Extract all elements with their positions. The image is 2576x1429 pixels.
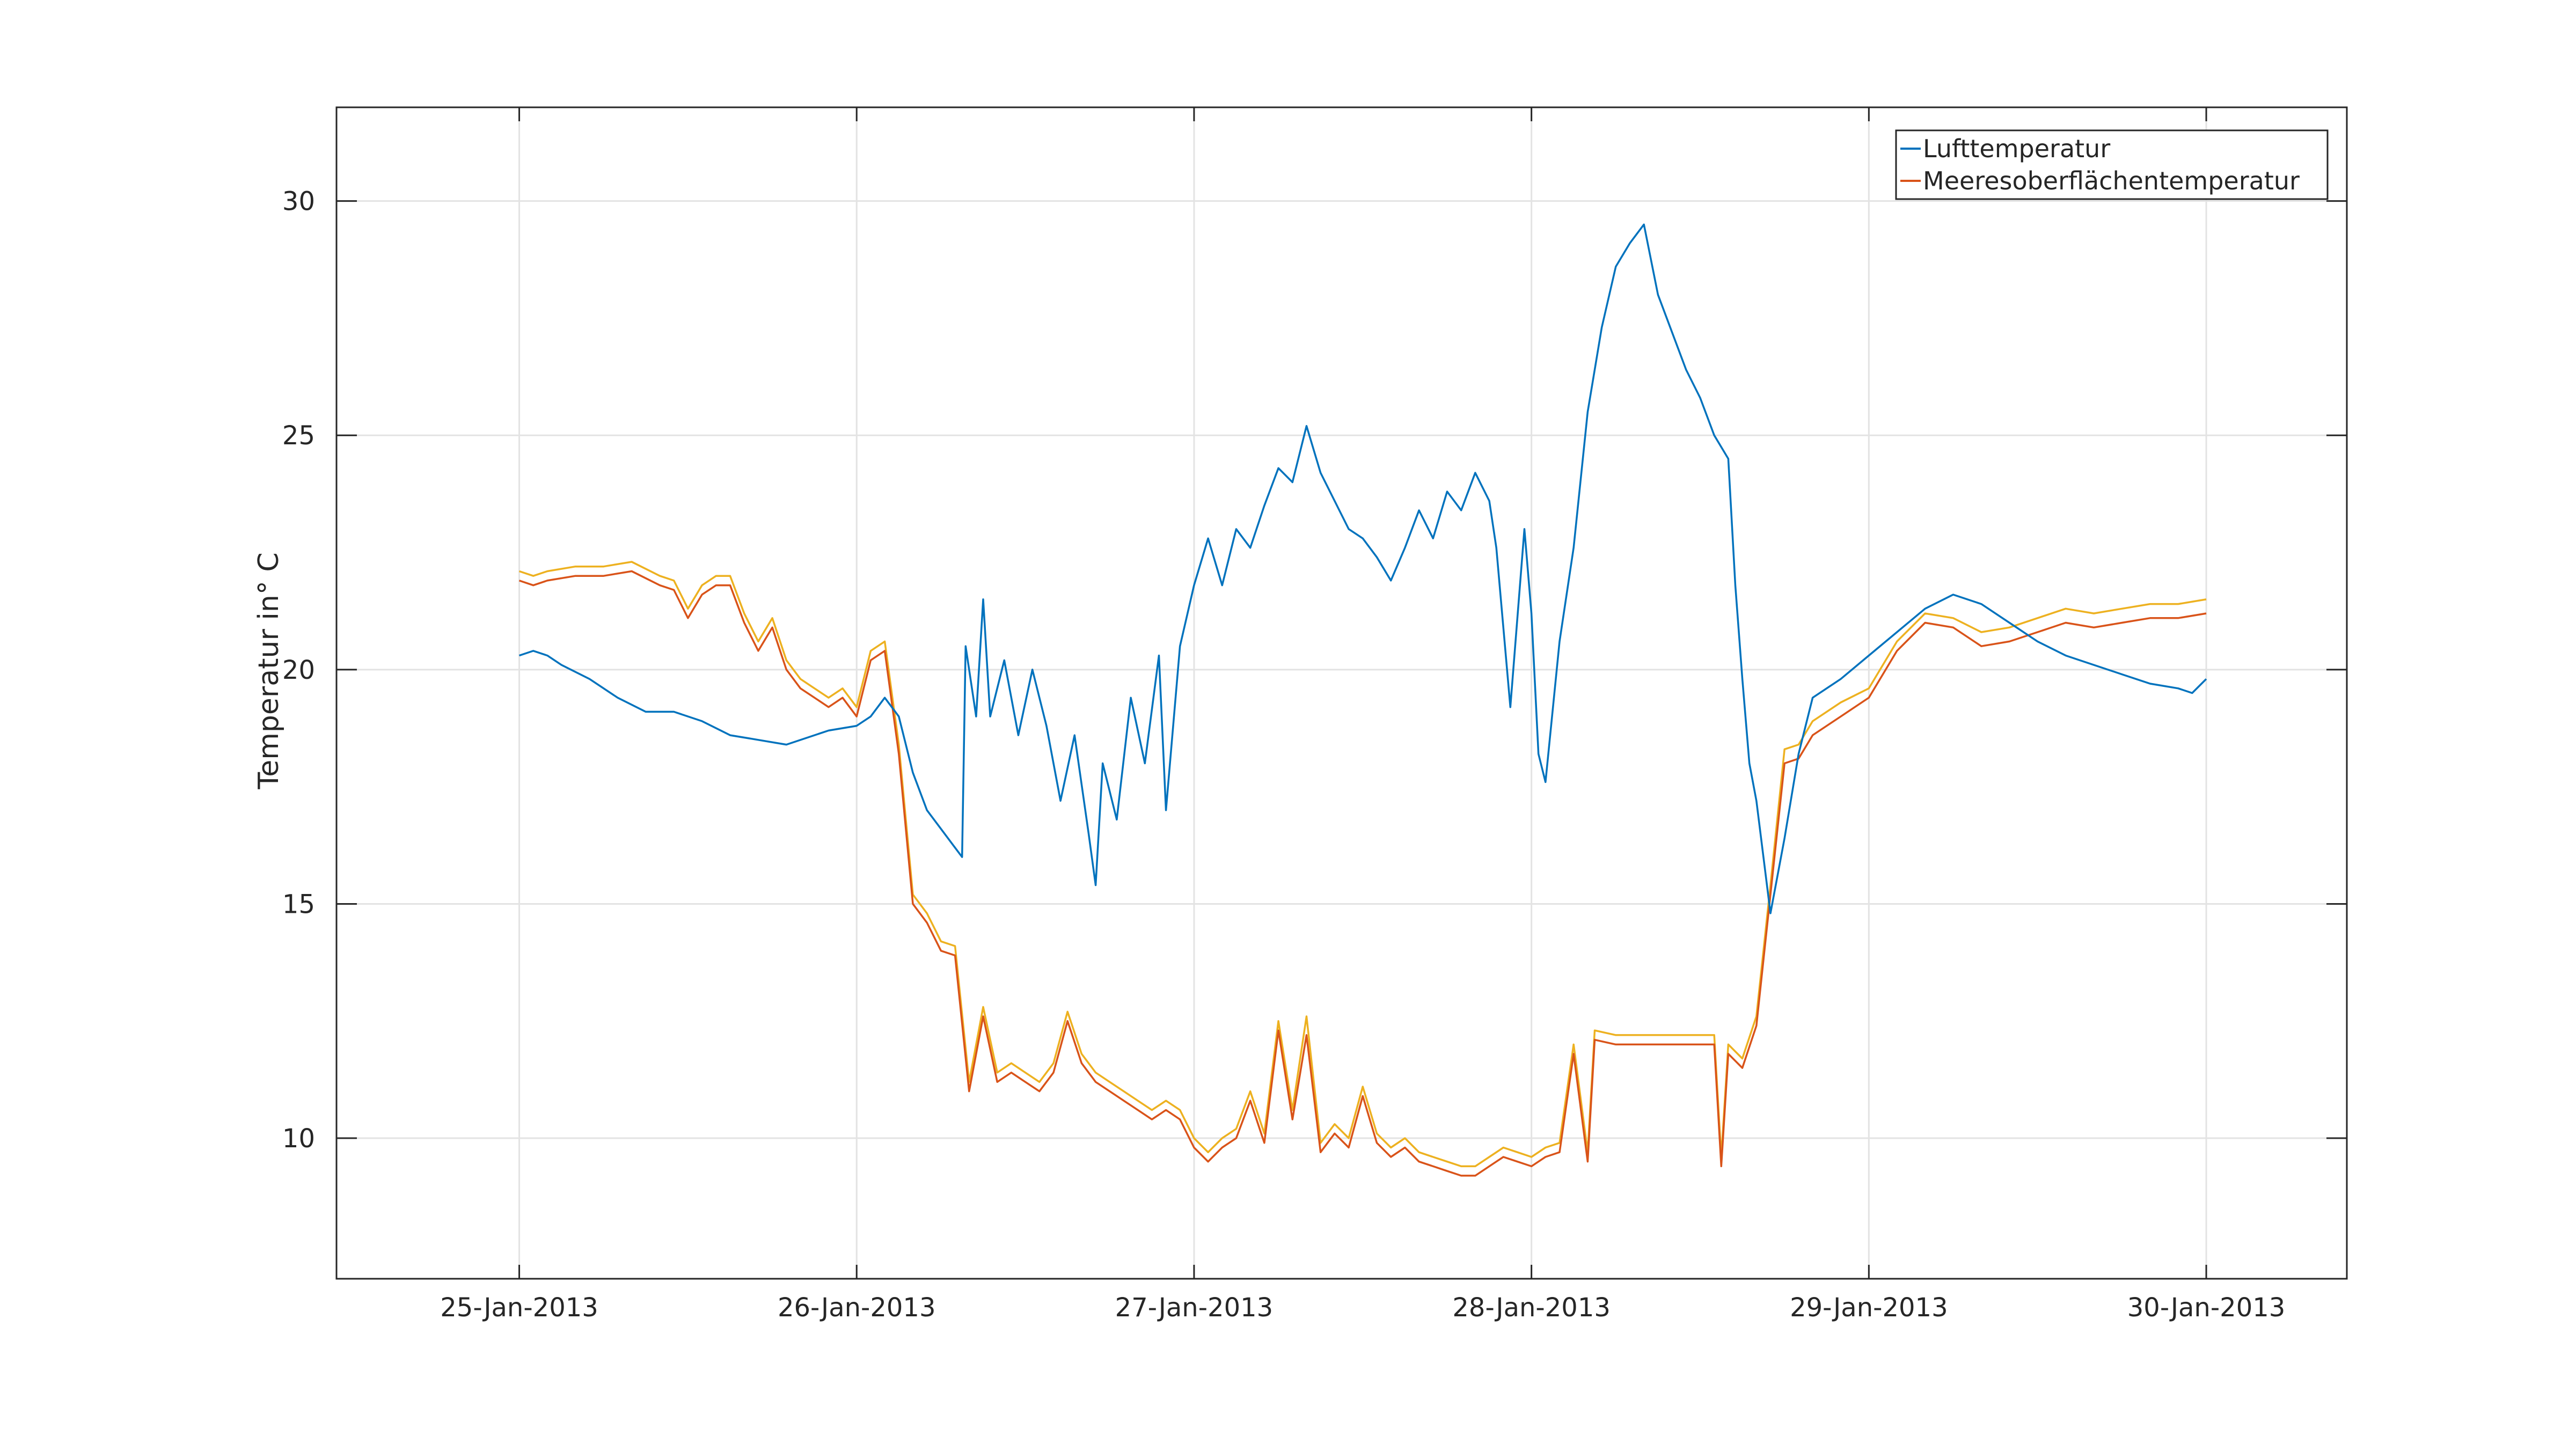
series-line-1 — [518, 570, 2207, 1177]
legend-label: Meeresoberflächentemperatur — [1923, 166, 2300, 195]
y-tick-label: 15 — [282, 889, 315, 919]
x-tick-label: 25-Jan-2013 — [440, 1293, 598, 1323]
y-tick-label: 30 — [282, 187, 315, 217]
ticks — [336, 107, 2347, 1279]
y-tick-label: 10 — [282, 1124, 315, 1154]
legend: Lufttemperatur Meeresoberflächentemperatu… — [1895, 129, 2329, 200]
x-tick-label: 29-Jan-2013 — [1790, 1293, 1948, 1323]
x-tick-labels: 25-Jan-2013 26-Jan-2013 27-Jan-2013 28-Jan-… — [440, 1293, 2285, 1323]
x-tick-label: 27-Jan-2013 — [1115, 1293, 1274, 1323]
series-group — [518, 223, 2207, 1177]
y-axis-label: Temperatur in° C — [253, 552, 285, 789]
legend-label: Lufttemperatur — [1923, 134, 2110, 163]
legend-box — [1895, 129, 2329, 200]
grid — [336, 107, 2347, 1279]
axes-box — [335, 106, 2348, 1280]
series-line-2 — [518, 561, 2207, 1168]
x-tick-label: 26-Jan-2013 — [778, 1293, 936, 1323]
x-tick-label: 28-Jan-2013 — [1452, 1293, 1611, 1323]
y-tick-label: 20 — [282, 655, 315, 685]
x-tick-label: 30-Jan-2013 — [2127, 1293, 2286, 1323]
y-tick-label: 25 — [282, 421, 315, 451]
series-line-0 — [518, 223, 2207, 914]
y-tick-labels: 10 15 20 25 30 — [282, 187, 315, 1154]
